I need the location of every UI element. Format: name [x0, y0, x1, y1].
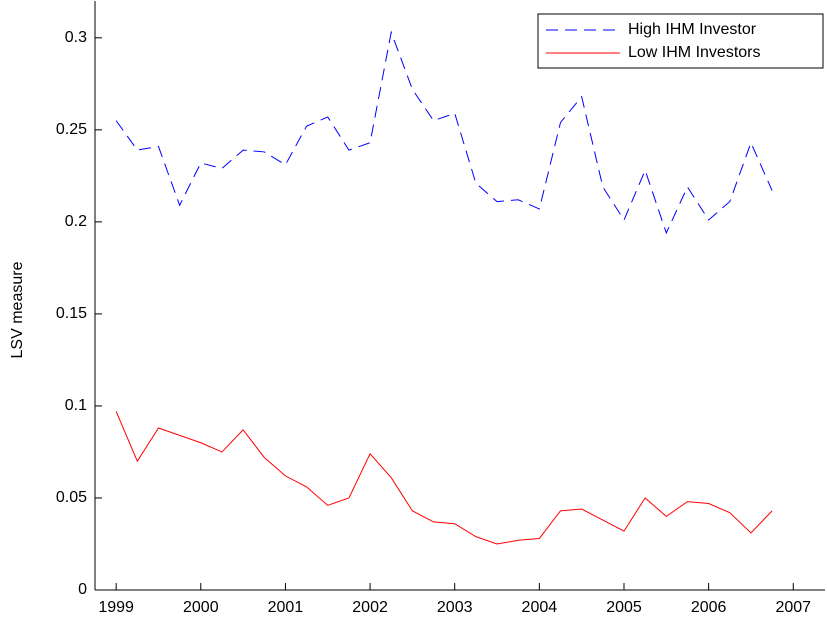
- y-tick-label: 0.2: [65, 213, 87, 230]
- legend-label: Low IHM Investors: [628, 44, 760, 61]
- data-line: [115, 411, 773, 545]
- x-tick-label: 2006: [691, 599, 727, 616]
- x-tick-label: 2007: [775, 599, 811, 616]
- y-tick-label: 0.3: [65, 29, 87, 46]
- y-tick-label: 0.1: [65, 397, 87, 414]
- x-tick-label: 2005: [606, 599, 642, 616]
- y-tick-label: 0.25: [56, 121, 87, 138]
- legend-label: High IHM Investor: [628, 21, 757, 38]
- x-tick-label: 2001: [268, 599, 304, 616]
- y-axis-label: LSV measure: [9, 261, 26, 358]
- legend-box: [537, 13, 824, 69]
- x-tick-label: 2002: [352, 599, 388, 616]
- x-tick-label: 2000: [183, 599, 219, 616]
- data-line: [115, 30, 773, 235]
- x-tick-label: 1999: [98, 599, 134, 616]
- y-tick-label: 0.05: [56, 489, 87, 506]
- y-tick-label: 0.15: [56, 305, 87, 322]
- x-tick-label: 2004: [522, 599, 558, 616]
- x-tick-label: 2003: [437, 599, 473, 616]
- y-tick-label: 0: [78, 581, 87, 598]
